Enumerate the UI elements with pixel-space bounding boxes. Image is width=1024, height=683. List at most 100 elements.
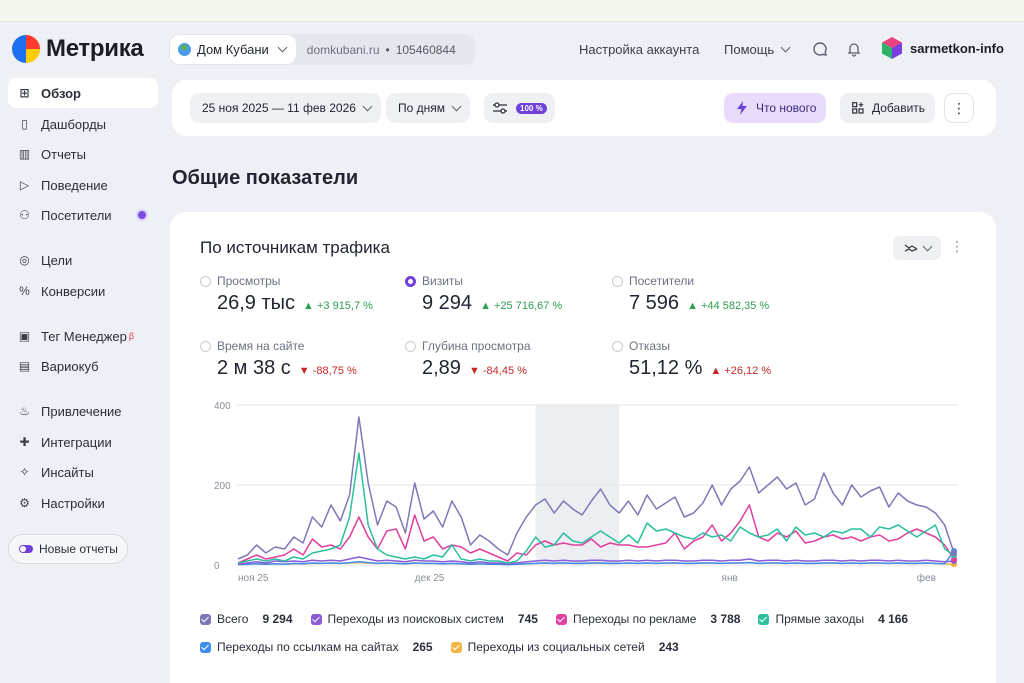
bell-icon[interactable] [846,41,862,57]
y-tick-label: 0 [214,561,220,572]
target-icon: ◎ [19,253,30,267]
sidebar-item-4[interactable]: ⚇ Посетители [8,200,158,230]
metric-label: Посетители [629,274,695,288]
legend-item[interactable]: Всего 9 294 [200,612,293,626]
metric-label: Просмотры [217,274,281,288]
browser-top-strip [0,0,1024,22]
sidebar-item-11[interactable]: ✧ Инсайты [8,457,158,487]
sidebar-item-label: Цели [41,252,73,268]
legend-value: 9 294 [262,612,293,626]
legend-name: Переходы по рекламе [572,612,697,626]
sidebar-item-12[interactable]: ⚙ Настройки [8,488,158,518]
counter-domain: domkubani.ru [306,42,380,57]
metrika-logo[interactable]: Метрика [12,35,144,63]
chart-legend-row: Всего 9 294 Переходы из поисковых систем 74… [200,612,908,626]
add-button[interactable]: Добавить [840,93,936,123]
metric-4[interactable]: Глубина просмотра 2,89 ▼ -84,45 % [405,339,605,380]
date-range-picker[interactable]: 25 ноя 2025 — 11 фев 2026 [190,93,381,123]
whats-new-label: Что нового [756,101,817,115]
date-range-label: 25 ноя 2025 — 11 фев 2026 [202,101,356,115]
chevron-down-icon [922,241,932,251]
page-title: Общие показатели [172,167,359,189]
card-more-icon[interactable]: ⋮ [950,238,964,254]
checkbox-icon[interactable] [555,613,567,625]
legend-item[interactable]: Переходы из социальных сетей 243 [450,640,679,654]
counter-id: 105460844 [395,42,456,57]
user-menu[interactable]: sarmetkon-info [880,36,1004,60]
counter-meta: domkubani.ru • 105460844 [297,43,456,57]
sidebar-item-label: Вариокуб [41,358,99,374]
chevron-down-icon [451,101,462,111]
sidebar-item-label: Интеграции [41,434,112,450]
add-widget-icon [852,102,864,114]
counter-dropdown[interactable]: Дом Кубани [169,34,297,65]
metric-1[interactable]: Визиты 9 294 ▲ +25 716,67 % [405,274,605,315]
legend-item[interactable]: Прямые заходы 4 166 [758,612,908,626]
counter-name: Дом Кубани [197,42,269,57]
checkbox-icon[interactable] [450,641,462,653]
sparkle-icon: ✧ [19,465,30,479]
sidebar-item-3[interactable]: ▷ Поведение [8,170,158,200]
metric-3[interactable]: Время на сайте 2 м 38 с ▼ -88,75 % [200,339,400,380]
metric-radio[interactable] [405,340,416,352]
percent-icon: % [19,284,30,298]
legend-item[interactable]: Переходы по рекламе 3 788 [555,612,741,626]
metric-radio[interactable] [612,275,623,287]
legend-name: Переходы по ссылкам на сайтах [217,640,399,654]
metric-delta: ▲ +26,12 % [710,365,772,377]
metric-radio[interactable] [200,340,211,352]
legend-item[interactable]: Переходы из поисковых систем 745 [310,612,538,626]
help-menu[interactable]: Помощь [724,42,791,57]
metric-radio[interactable] [612,340,623,352]
counter-separator: • [385,42,390,57]
metric-radio[interactable] [200,275,211,287]
counter-selector[interactable]: Дом Кубани domkubani.ru • 105460844 [169,34,475,65]
checkbox-icon[interactable] [310,613,322,625]
sidebar-item-9[interactable]: ♨ Привлечение [8,396,158,426]
sliders-icon [493,102,507,114]
checkbox-icon[interactable] [758,613,770,625]
logo-text: Метрика [46,35,144,62]
series-line-0 [237,416,955,560]
sidebar-item-7[interactable]: ▣ Тег Менеджер β [8,321,158,351]
puzzle-icon: ✚ [19,435,30,449]
sidebar-item-10[interactable]: ✚ Интеграции [8,427,158,457]
checkbox-icon[interactable] [200,613,211,625]
chart-type-selector[interactable] [893,236,941,260]
traffic-line-chart: 400 200 0 ноя 25 дек 25 янв фев [214,401,958,584]
sidebar-item-6[interactable]: % Конверсии [8,276,158,306]
sampling-button[interactable]: 100 % [484,93,555,123]
legend-item[interactable]: Переходы по ссылкам на сайтах 265 [200,640,433,654]
metric-radio[interactable] [405,275,416,287]
sidebar-item-5[interactable]: ◎ Цели [8,245,158,275]
metric-delta: ▼ -84,45 % [468,365,527,377]
new-reports-toggle[interactable]: Новые отчеты [8,534,128,564]
lightning-icon [737,101,747,115]
more-options-button[interactable]: ⋮ [944,93,974,123]
toggle-icon [19,545,33,553]
sidebar-item-label: Обзор [41,85,81,101]
sidebar-item-8[interactable]: ▤ Вариокуб [8,351,158,381]
metric-2[interactable]: Посетители 7 596 ▲ +44 582,35 % [612,274,812,315]
legend-value: 265 [412,640,433,654]
x-tick-label: дек 25 [415,573,445,584]
user-avatar-cube-icon [882,37,902,59]
sidebar-item-label: Посетители [41,207,112,223]
grouping-select[interactable]: По дням [386,93,471,123]
account-settings-link[interactable]: Настройка аккаунта [579,42,700,57]
series-end-point-0 [951,550,957,556]
sidebar-item-0[interactable]: ⊞ Обзор [8,78,158,108]
user-icon: ⚇ [19,208,30,222]
metric-0[interactable]: Просмотры 26,9 тыс ▲ +3 915,7 % [200,274,400,315]
chevron-down-icon [780,42,791,53]
metric-value: 26,9 тыс [217,292,296,314]
whats-new-button[interactable]: Что нового [724,93,827,123]
metric-5[interactable]: Отказы 51,12 % ▲ +26,12 % [612,339,812,380]
legend-value: 3 788 [710,612,741,626]
sidebar-item-1[interactable]: ▯ Дашборды [8,109,158,139]
chat-icon[interactable] [812,41,828,57]
sidebar-item-label: Поведение [41,177,108,193]
checkbox-icon[interactable] [200,641,211,653]
sidebar-item-2[interactable]: ▥ Отчеты [8,139,158,169]
add-label: Добавить [872,101,926,115]
